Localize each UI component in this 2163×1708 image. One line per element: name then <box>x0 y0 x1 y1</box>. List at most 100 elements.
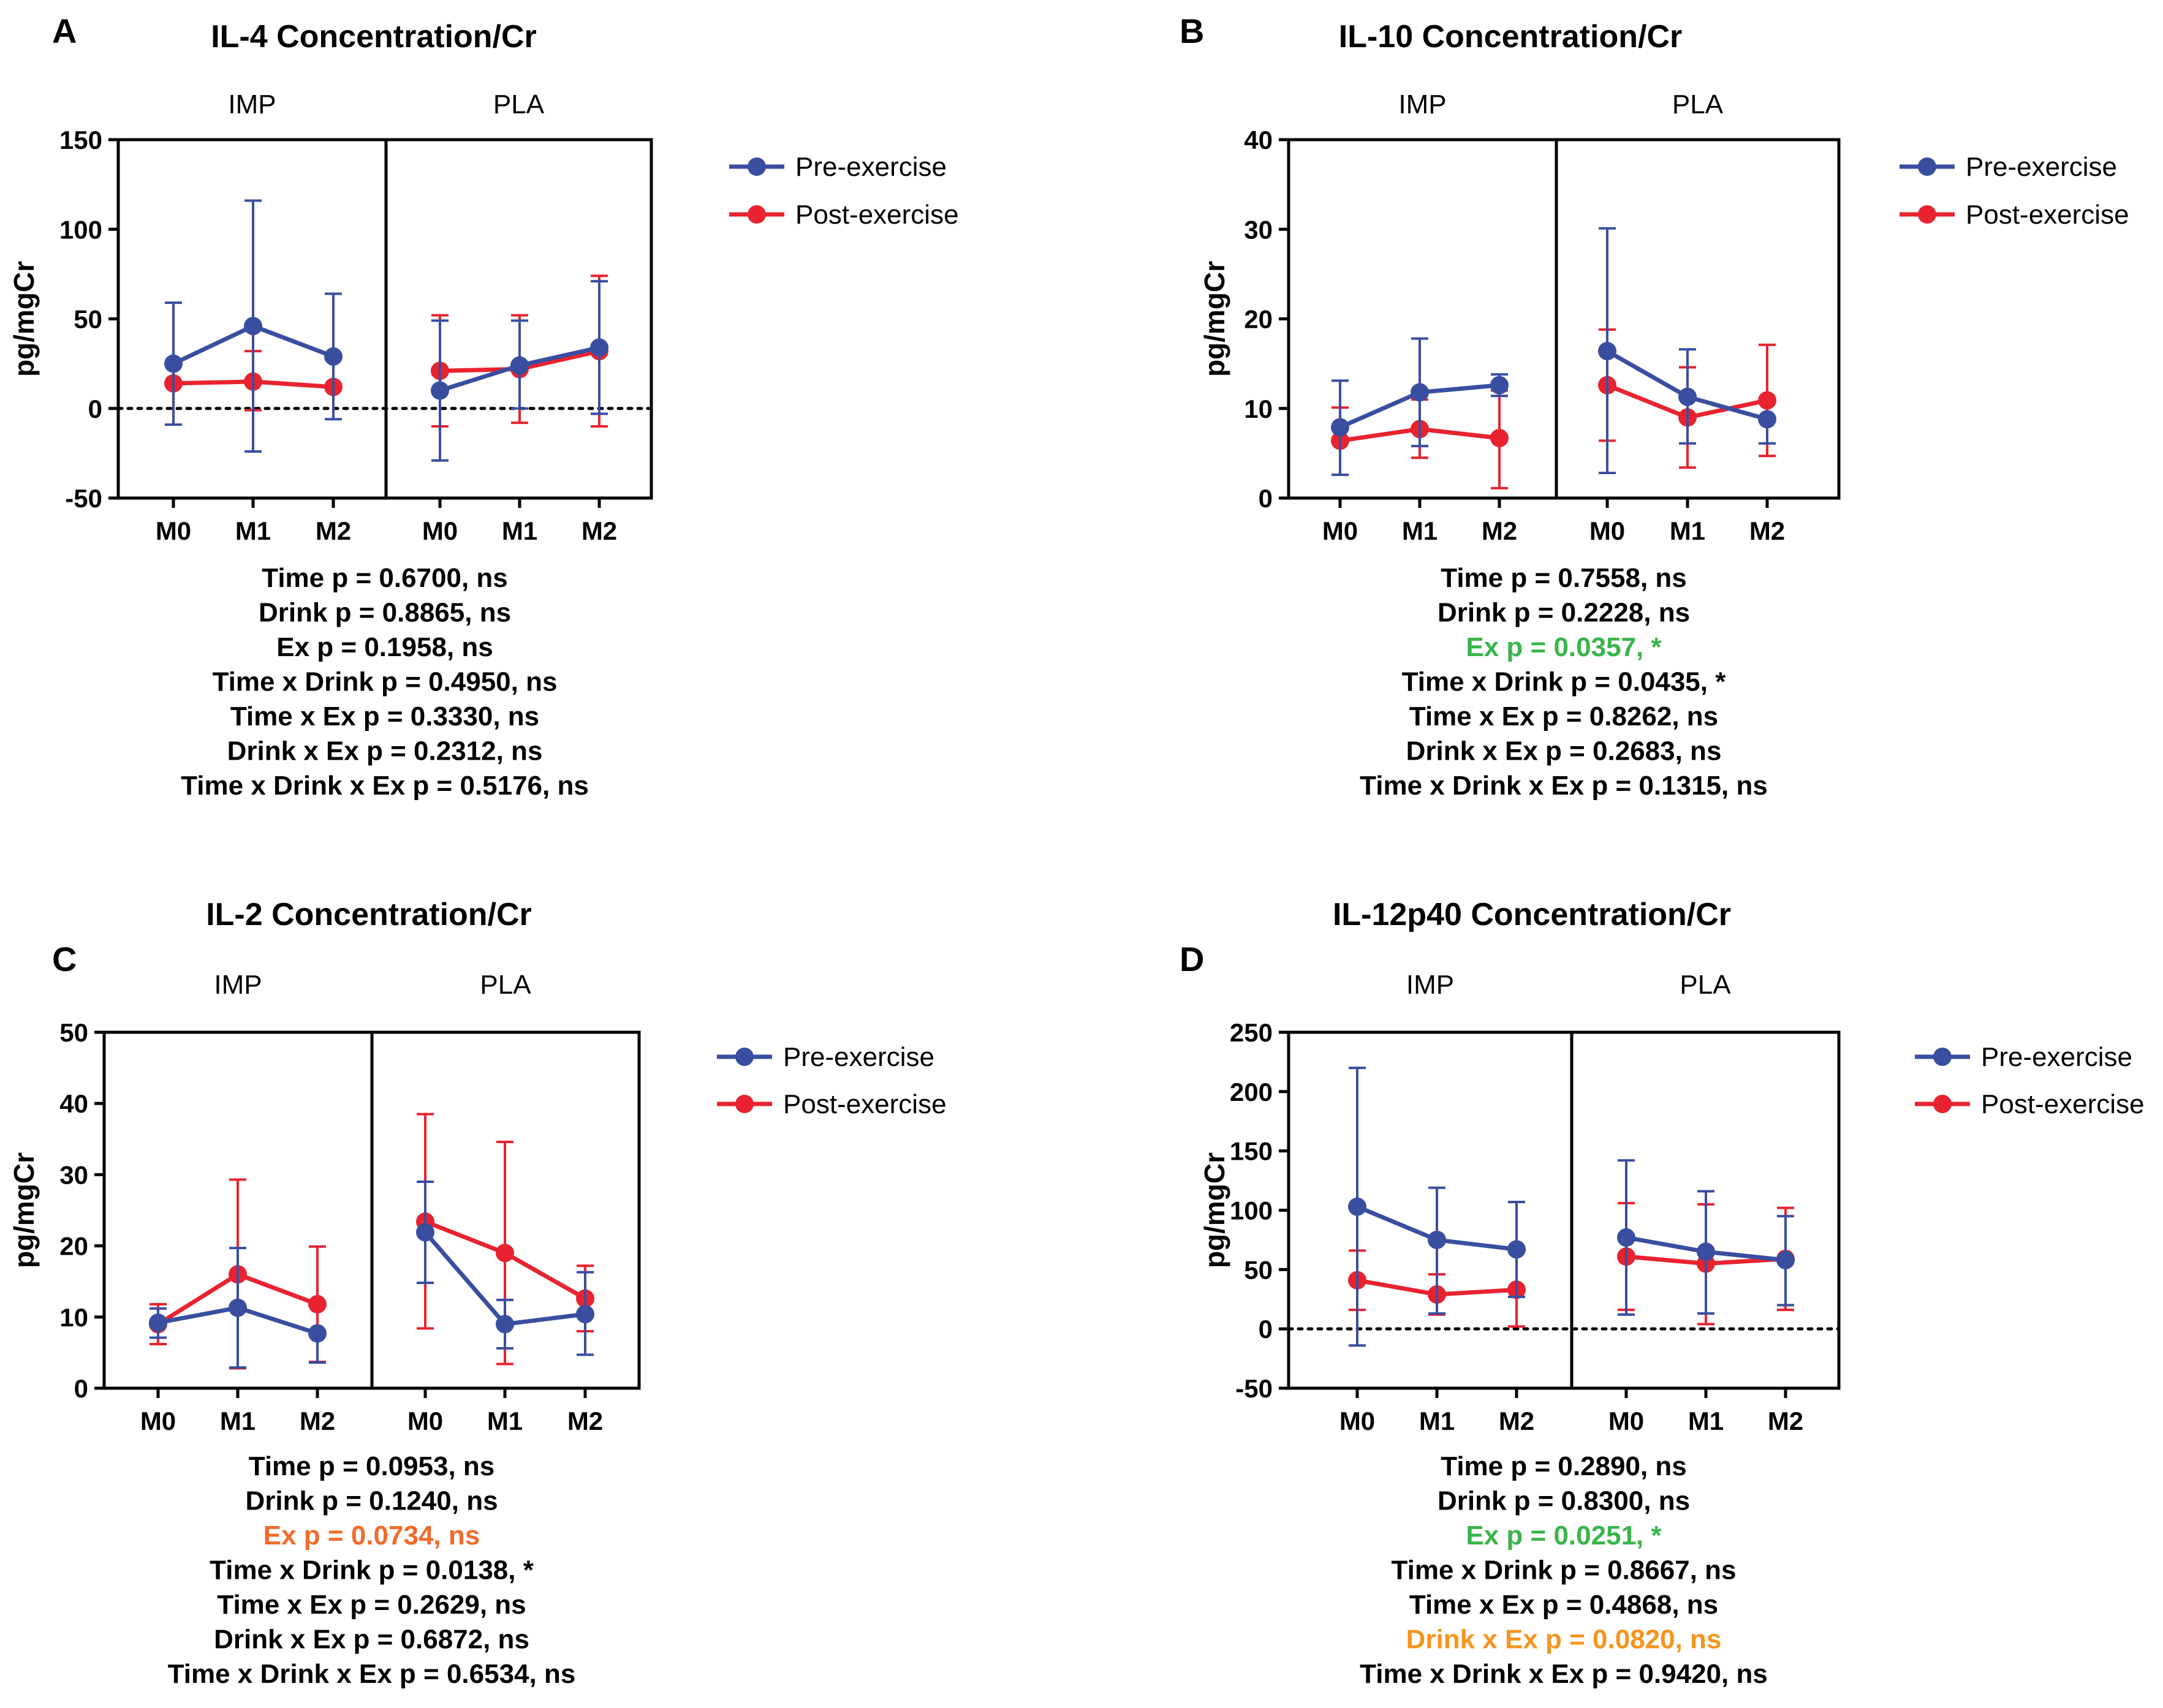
group-label: PLA <box>480 970 531 1000</box>
y-tick-label: -50 <box>65 484 102 513</box>
stat-line: Time x Ex p = 0.3330, ns <box>230 701 539 731</box>
x-tick-label: M0 <box>1339 1407 1375 1435</box>
data-point <box>1776 1250 1795 1269</box>
stat-line: Ex p = 0.1958, ns <box>276 632 493 662</box>
stats-block: Time p = 0.0953, ns Drink p = 0.1240, ns E… <box>168 1451 576 1689</box>
x-tick-label: M1 <box>1688 1407 1724 1435</box>
legend-post-exercise-label: Post-exercise <box>1981 1089 2145 1119</box>
panel-letter: B <box>1180 12 1204 50</box>
stat-line: Time x Drink x Ex p = 0.9420, ns <box>1360 1659 1768 1689</box>
y-tick-label: 20 <box>1244 305 1273 334</box>
series-pre-exercise <box>164 199 608 462</box>
y-tick-label: 100 <box>1230 1196 1273 1225</box>
data-point <box>1490 376 1509 395</box>
x-tick-label: M1 <box>1670 516 1705 545</box>
data-point <box>308 1294 327 1313</box>
legend-pre-exercise-label: Pre-exercise <box>795 152 947 182</box>
legend-post-exercise-label: Post-exercise <box>1966 200 2129 230</box>
stat-line: Time p = 0.7558, ns <box>1441 563 1687 593</box>
y-tick-label: 30 <box>59 1160 88 1189</box>
legend-pre-exercise-label: Pre-exercise <box>1966 152 2117 182</box>
x-tick-label: M0 <box>422 516 458 545</box>
legend: Pre-exercise Post-exercise <box>717 1042 947 1119</box>
y-tick-label: 0 <box>74 1374 88 1403</box>
data-point <box>1758 410 1776 429</box>
x-tick-label: M2 <box>1499 1407 1534 1435</box>
chart-title: IL-10 Concentration/Cr <box>1339 19 1683 55</box>
stat-line: Time x Ex p = 0.8262, ns <box>1409 701 1718 731</box>
chart-title: IL-4 Concentration/Cr <box>211 19 537 55</box>
legend-pre-exercise-marker <box>1918 157 1936 176</box>
y-tick-label: 10 <box>1244 395 1273 423</box>
data-point <box>1598 342 1616 361</box>
y-tick-label: -50 <box>1235 1374 1273 1403</box>
data-point <box>229 1298 247 1317</box>
legend: Pre-exercise Post-exercise <box>1900 152 2129 230</box>
data-point <box>496 1315 514 1334</box>
group-label: IMP <box>1406 970 1454 1000</box>
y-tick-label: 0 <box>1259 484 1273 513</box>
legend-pre-exercise-marker <box>748 157 766 176</box>
data-point <box>1348 1197 1366 1216</box>
data-point <box>324 347 343 366</box>
data-point <box>1490 429 1509 448</box>
stat-line: Drink p = 0.8300, ns <box>1438 1486 1690 1516</box>
legend-post-exercise-label: Post-exercise <box>783 1089 947 1119</box>
group-label: IMP <box>228 89 276 119</box>
x-tick-label: M0 <box>407 1407 443 1435</box>
series-pre-exercise <box>1348 1067 1795 1347</box>
legend: Pre-exercise Post-exercise <box>729 152 959 230</box>
y-tick-label: 100 <box>59 215 102 244</box>
stat-line: Ex p = 0.0357, * <box>1466 632 1662 662</box>
x-tick-label: M2 <box>1768 1407 1803 1435</box>
panel-d: D IL-12p40 Concentration/Cr IMP PLA pg/mgCr -… <box>1180 897 2145 1689</box>
panel-letter: D <box>1180 940 1204 978</box>
y-tick-label: 250 <box>1230 1018 1273 1047</box>
panel-b: B IL-10 Concentration/Cr IMP PLA pg/mgCr 0 10 2… <box>1180 12 2129 801</box>
x-tick-label: M2 <box>581 516 617 545</box>
stat-line: Time x Drink p = 0.0435, * <box>1402 667 1727 697</box>
stat-line: Time p = 0.6700, ns <box>262 563 508 593</box>
x-tick-label: M2 <box>316 516 351 545</box>
x-tick-label: M0 <box>156 516 191 545</box>
stat-line: Drink p = 0.8865, ns <box>259 598 511 628</box>
stat-line: Time x Drink x Ex p = 0.1315, ns <box>1360 771 1768 801</box>
stat-line: Drink x Ex p = 0.2312, ns <box>227 736 543 766</box>
stat-line: Time x Drink p = 0.8667, ns <box>1392 1555 1737 1585</box>
legend: Pre-exercise Post-exercise <box>1915 1042 2145 1119</box>
legend-pre-exercise-label: Pre-exercise <box>1981 1042 2132 1072</box>
data-point <box>244 317 262 336</box>
y-tick-label: 40 <box>1244 126 1273 154</box>
stat-line: Time x Drink p = 0.4950, ns <box>213 667 558 697</box>
stat-line: Drink x Ex p = 0.6872, ns <box>214 1625 529 1655</box>
y-tick-label: 30 <box>1244 215 1273 244</box>
series-pre-exercise <box>149 1181 594 1369</box>
data-point <box>308 1324 327 1343</box>
y-tick-label: 50 <box>1244 1255 1273 1284</box>
group-label: PLA <box>1672 89 1724 119</box>
stat-line: Ex p = 0.0734, ns <box>263 1521 480 1551</box>
stats-block: Time p = 0.7558, ns Drink p = 0.2228, ns E… <box>1360 563 1768 801</box>
x-tick-label: M1 <box>220 1407 256 1435</box>
series-pre-exercise <box>1331 227 1776 476</box>
y-axis-label: pg/mgCr <box>1199 261 1230 377</box>
y-tick-label: 0 <box>88 395 102 423</box>
y-axis-label: pg/mgCr <box>1199 1152 1230 1268</box>
group-label: PLA <box>493 89 545 119</box>
stat-line: Drink p = 0.2228, ns <box>1438 598 1690 628</box>
stat-line: Drink x Ex p = 0.0820, ns <box>1406 1625 1722 1655</box>
data-point <box>510 356 529 375</box>
chart-title: IL-12p40 Concentration/Cr <box>1333 897 1731 932</box>
series-post-exercise <box>1331 328 1776 489</box>
data-point <box>1507 1240 1526 1259</box>
x-tick-label: M2 <box>1749 516 1785 545</box>
panel-a: A IL-4 Concentration/Cr IMP PLA pg/mgCr -50 0 5… <box>8 12 959 801</box>
stat-line: Time x Drink x Ex p = 0.5176, ns <box>181 771 589 801</box>
legend-pre-exercise-label: Pre-exercise <box>783 1042 934 1072</box>
stats-block: Time p = 0.6700, ns Drink p = 0.8865, ns E… <box>181 563 589 801</box>
plot-frame <box>1287 138 1841 500</box>
data-point <box>149 1313 167 1332</box>
stat-line: Time x Ex p = 0.2629, ns <box>217 1590 526 1620</box>
legend-post-exercise-label: Post-exercise <box>795 200 959 230</box>
